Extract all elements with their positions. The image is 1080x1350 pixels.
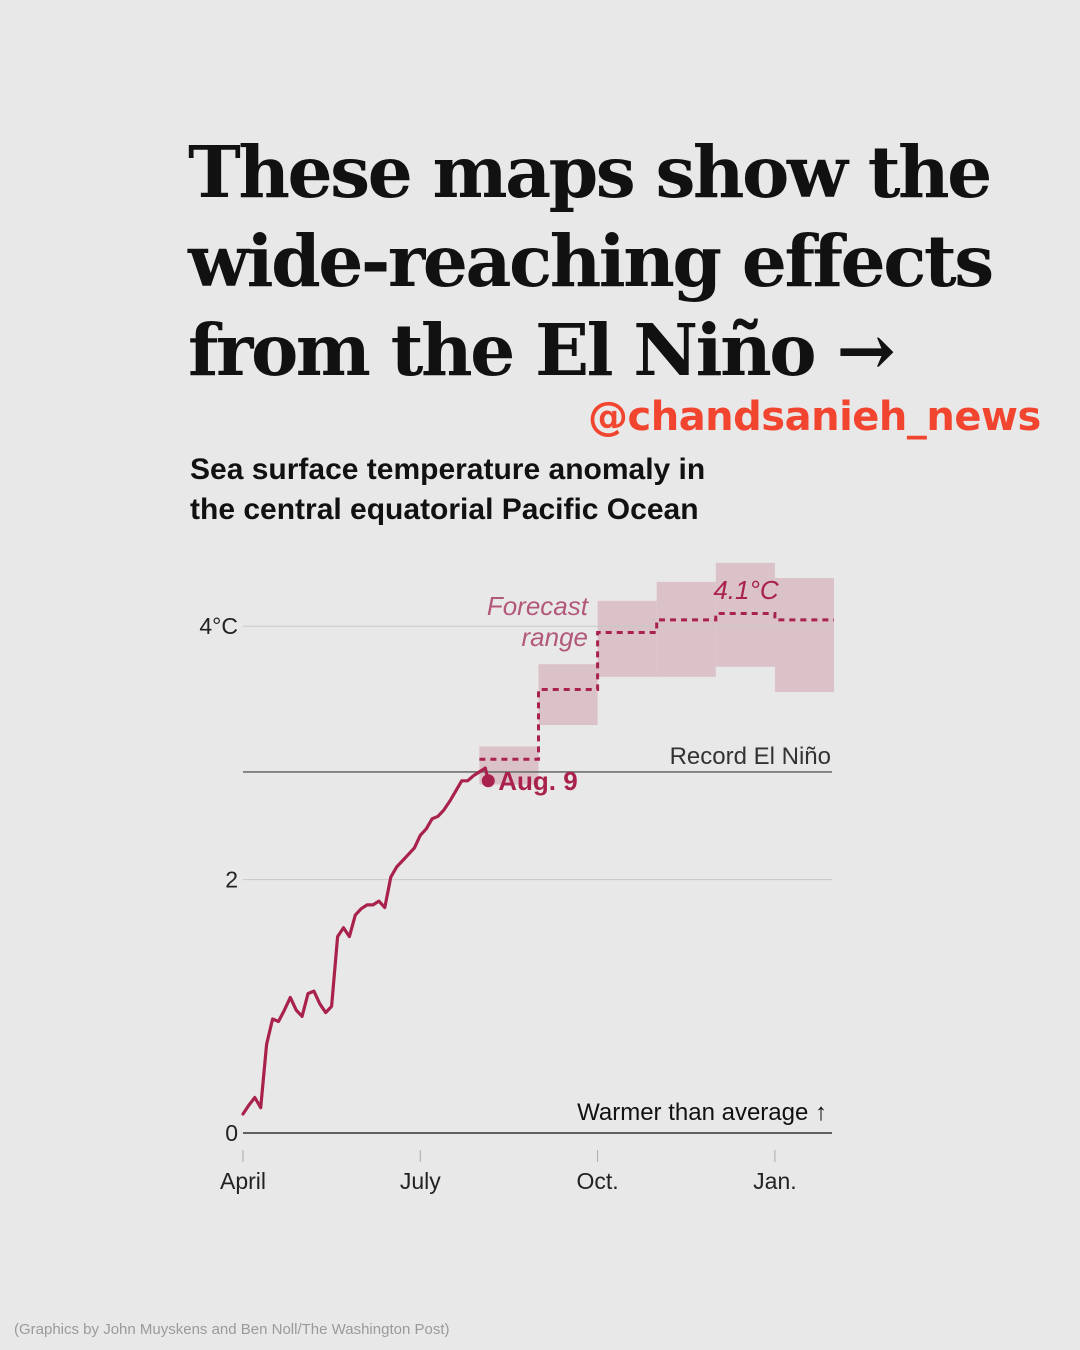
forecast-range-label-line-2: range bbox=[522, 622, 589, 652]
record-el-nino-label: Record El Niño bbox=[670, 743, 831, 770]
forecast-range-box-5 bbox=[774, 578, 834, 693]
y-tick-label: 2 bbox=[225, 867, 238, 893]
watermark: @chandsanieh_news bbox=[588, 394, 1041, 440]
headline: These maps show the wide-reaching effect… bbox=[188, 128, 1028, 395]
forecast-range-box-2 bbox=[597, 600, 657, 677]
x-tick-label: April bbox=[220, 1168, 266, 1194]
forecast-peak-label: 4.1°C bbox=[713, 575, 779, 605]
headline-line-2: wide-reaching effects bbox=[188, 219, 994, 303]
forecast-median-line bbox=[479, 612, 834, 761]
aug-9-marker bbox=[481, 774, 495, 788]
x-tick-label: July bbox=[400, 1168, 441, 1194]
forecast-range-label-line-1: Forecast bbox=[487, 591, 590, 621]
y-tick-label: 4°C bbox=[199, 613, 238, 639]
forecast-range-box-3 bbox=[656, 581, 716, 677]
aug-9-label: Aug. 9 bbox=[498, 766, 577, 796]
observed-anomaly-line bbox=[241, 766, 490, 1116]
headline-line-1: These maps show the bbox=[188, 130, 992, 214]
headline-line-3: from the El Niño → bbox=[188, 308, 896, 392]
warmer-than-average-label: Warmer than average ↑ bbox=[577, 1099, 827, 1126]
forecast-range-box-1 bbox=[538, 664, 598, 726]
chart-subtitle-line-1: Sea surface temperature anomaly in bbox=[190, 453, 706, 486]
x-tick-label: Jan. bbox=[753, 1168, 796, 1194]
credit-line: (Graphics by John Muyskens and Ben Noll/… bbox=[14, 1321, 450, 1338]
y-tick-label: 0 bbox=[225, 1120, 238, 1146]
chart-subtitle-line-2: the central equatorial Pacific Ocean bbox=[190, 493, 699, 526]
chart-subtitle: Sea surface temperature anomaly in the c… bbox=[190, 450, 890, 530]
x-tick-label: Oct. bbox=[577, 1168, 619, 1194]
